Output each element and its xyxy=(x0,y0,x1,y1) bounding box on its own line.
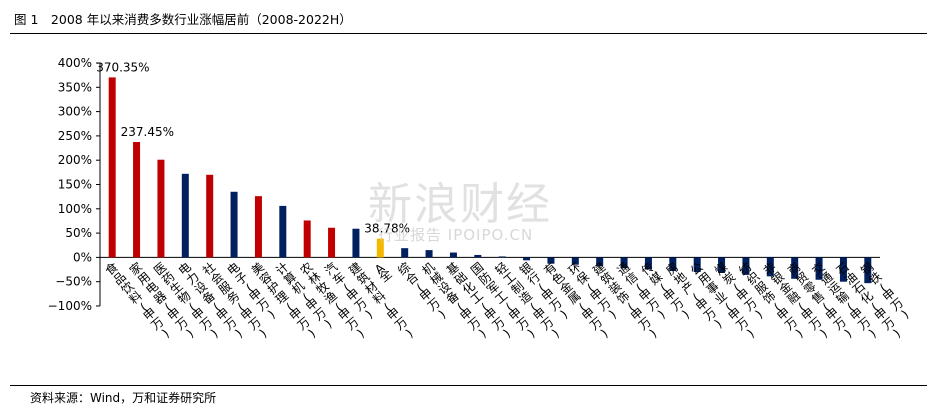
bar xyxy=(254,196,262,258)
y-tick-label: 200% xyxy=(58,153,92,167)
bar xyxy=(644,257,652,270)
data-label: 370.35% xyxy=(96,60,149,74)
bar xyxy=(498,256,506,258)
bar xyxy=(474,254,482,258)
bar xyxy=(523,257,531,261)
y-tick-label: 250% xyxy=(58,129,92,143)
bar xyxy=(425,250,433,258)
y-tick-label: −100% xyxy=(48,299,92,313)
y-tick-label: 150% xyxy=(58,178,92,192)
bar xyxy=(742,257,750,275)
bar xyxy=(571,257,579,265)
y-tick-label: 300% xyxy=(58,105,92,119)
bar xyxy=(693,257,701,272)
x-tick-label: 交通运输(申万) xyxy=(809,259,882,343)
bar xyxy=(230,191,238,258)
bar xyxy=(401,248,409,258)
bar xyxy=(206,174,214,258)
bar xyxy=(839,257,847,282)
bar xyxy=(352,228,360,258)
source-note: 资料来源：Wind，万和证券研究所 xyxy=(30,391,217,405)
y-tick-label: 350% xyxy=(58,80,92,94)
bar xyxy=(376,238,384,258)
bar xyxy=(669,257,677,272)
bar xyxy=(328,227,336,258)
bar xyxy=(133,142,141,258)
bar-chart: −100% −50% 0% 50% 100% 150% 200% 250% 300% 350% 40… xyxy=(48,56,912,343)
bar xyxy=(791,257,799,279)
y-tick-label: 0% xyxy=(73,250,92,264)
top-divider xyxy=(10,33,927,34)
y-tick-label: 400% xyxy=(58,56,92,70)
y-tick-label: −50% xyxy=(55,275,92,289)
x-tick-label: A全 xyxy=(371,260,395,285)
y-tick-label: 100% xyxy=(58,202,92,216)
data-label: 237.45% xyxy=(121,125,174,139)
x-tick-label: 建筑装饰(申万) xyxy=(590,260,662,343)
data-label: 38.78% xyxy=(364,222,410,236)
bottom-divider xyxy=(10,385,927,386)
bar xyxy=(718,257,726,273)
y-tick-label: 50% xyxy=(65,226,92,240)
bar xyxy=(864,257,872,284)
bar xyxy=(108,77,116,258)
x-tick-label: 美容护理(申万) xyxy=(249,260,321,343)
bar xyxy=(157,159,165,258)
bar xyxy=(449,252,457,258)
bar xyxy=(279,205,287,258)
bar xyxy=(547,257,555,264)
bar xyxy=(766,257,774,277)
chart-title: 图 1 2008 年以来消费多数行业涨幅居前（2008-2022H） xyxy=(14,12,352,27)
bar xyxy=(303,220,311,258)
bar xyxy=(596,257,604,267)
bar xyxy=(815,257,823,280)
bar xyxy=(620,257,628,269)
bar xyxy=(181,173,189,258)
